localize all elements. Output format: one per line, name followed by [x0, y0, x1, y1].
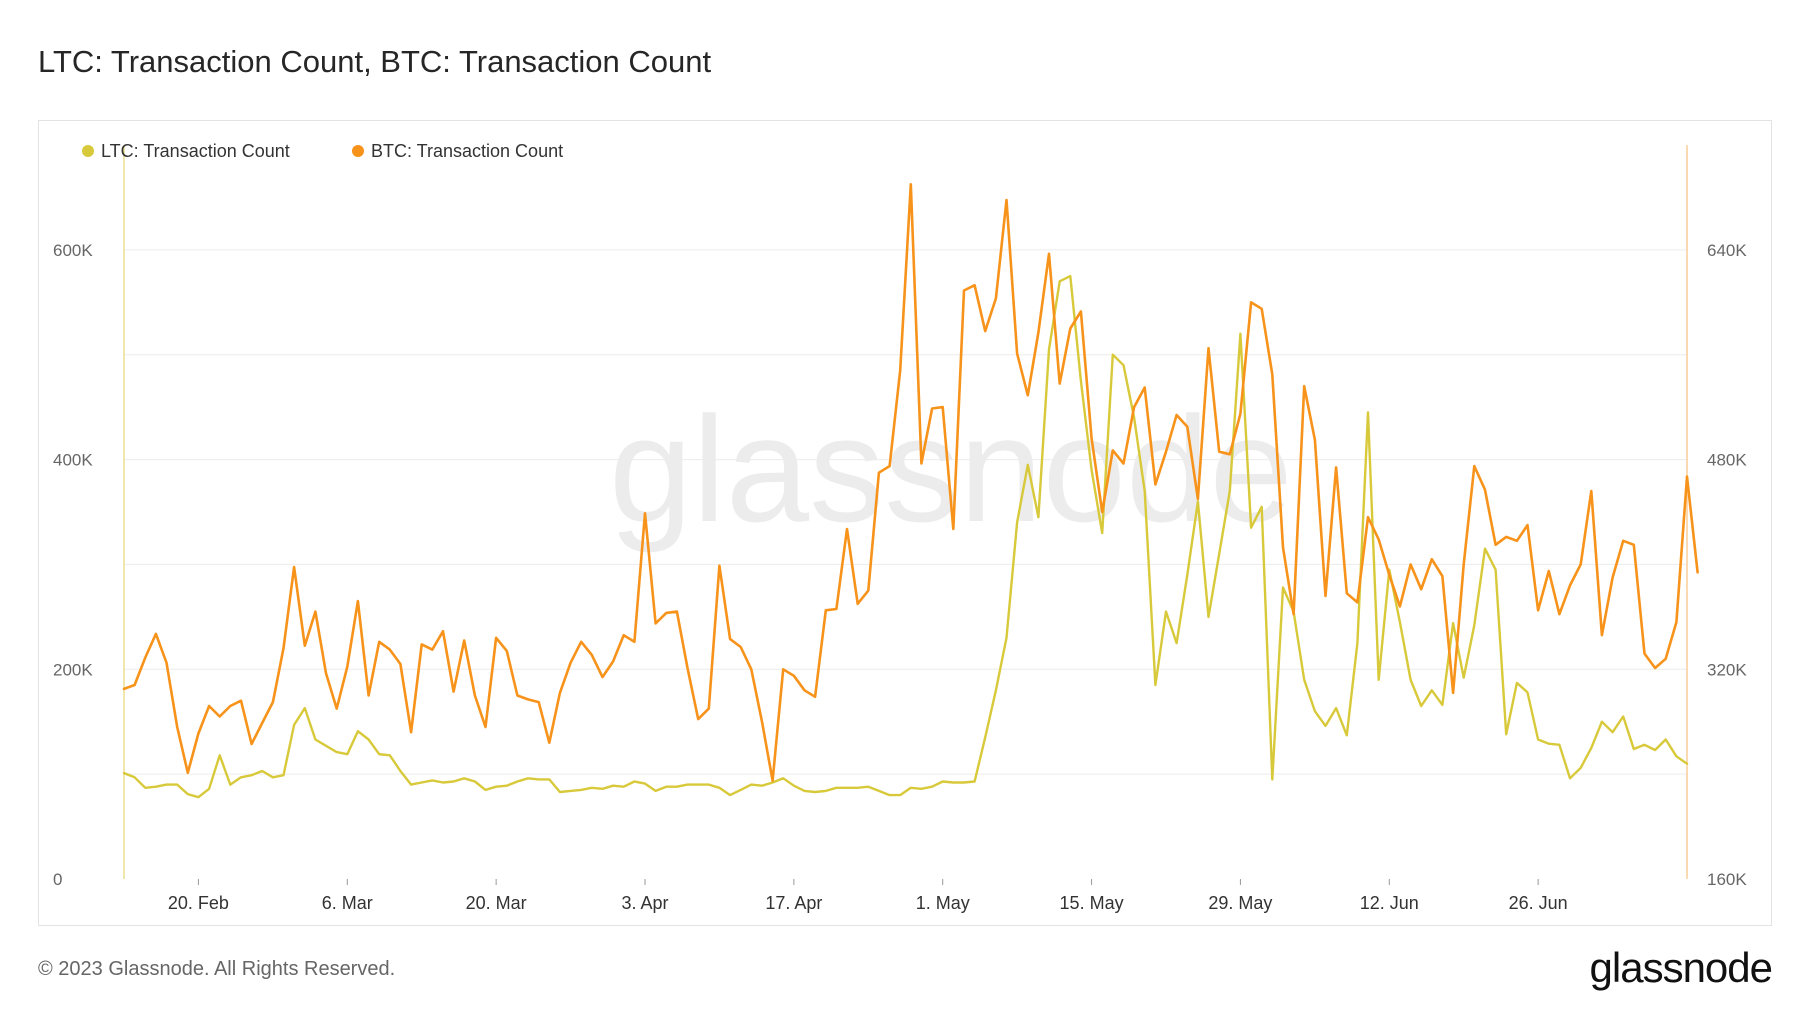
grid-lines: [123, 145, 1688, 879]
x-axis: 20. Feb 6. Mar 20. Mar 3. Apr 17. Apr 1. May 1…: [168, 879, 1568, 913]
legend-swatch-ltc: [82, 145, 94, 157]
x-tick-label: 6. Mar: [322, 893, 373, 913]
legend-label-btc[interactable]: BTC: Transaction Count: [371, 141, 563, 161]
y-left-tick-label: 400K: [53, 451, 93, 470]
x-tick-label: 20. Feb: [168, 893, 229, 913]
copyright-text: © 2023 Glassnode. All Rights Reserved.: [38, 958, 396, 980]
y-axis-right: 160K 320K 480K 640K: [1707, 241, 1747, 889]
x-tick-label: 15. May: [1060, 893, 1124, 913]
chart-title: LTC: Transaction Count, BTC: Transaction…: [38, 44, 712, 79]
legend-swatch-btc: [352, 145, 364, 157]
chart-svg: glassnode 0 200K 400K 600K 160K 320K 480K 640K…: [53, 141, 1747, 913]
x-tick-label: 26. Jun: [1509, 893, 1568, 913]
glassnode-logo[interactable]: glassnode: [1589, 944, 1773, 991]
x-tick-label: 12. Jun: [1360, 893, 1419, 913]
y-left-tick-label: 0: [53, 870, 62, 889]
y-right-tick-label: 160K: [1707, 870, 1747, 889]
legend-label-ltc[interactable]: LTC: Transaction Count: [101, 141, 290, 161]
series-line-ltc[interactable]: [122, 274, 1689, 799]
x-tick-label: 3. Apr: [621, 893, 668, 913]
x-tick-label: 20. Mar: [466, 893, 527, 913]
watermark-text: glassnode: [609, 385, 1293, 553]
y-left-tick-label: 600K: [53, 241, 93, 260]
y-axis-left: 0 200K 400K 600K: [53, 241, 93, 889]
y-right-tick-label: 480K: [1707, 451, 1747, 470]
series-line-btc[interactable]: [122, 182, 1699, 783]
legend: LTC: Transaction Count BTC: Transaction …: [82, 141, 563, 161]
y-right-tick-label: 640K: [1707, 241, 1747, 260]
chart-panel: glassnode 0 200K 400K 600K 160K 320K 480K 640K…: [38, 120, 1772, 926]
x-tick-label: 17. Apr: [765, 893, 822, 913]
series-lines: [122, 182, 1699, 799]
y-left-tick-label: 200K: [53, 660, 93, 679]
x-tick-label: 1. May: [916, 893, 970, 913]
y-right-tick-label: 320K: [1707, 660, 1747, 679]
x-tick-label: 29. May: [1208, 893, 1272, 913]
